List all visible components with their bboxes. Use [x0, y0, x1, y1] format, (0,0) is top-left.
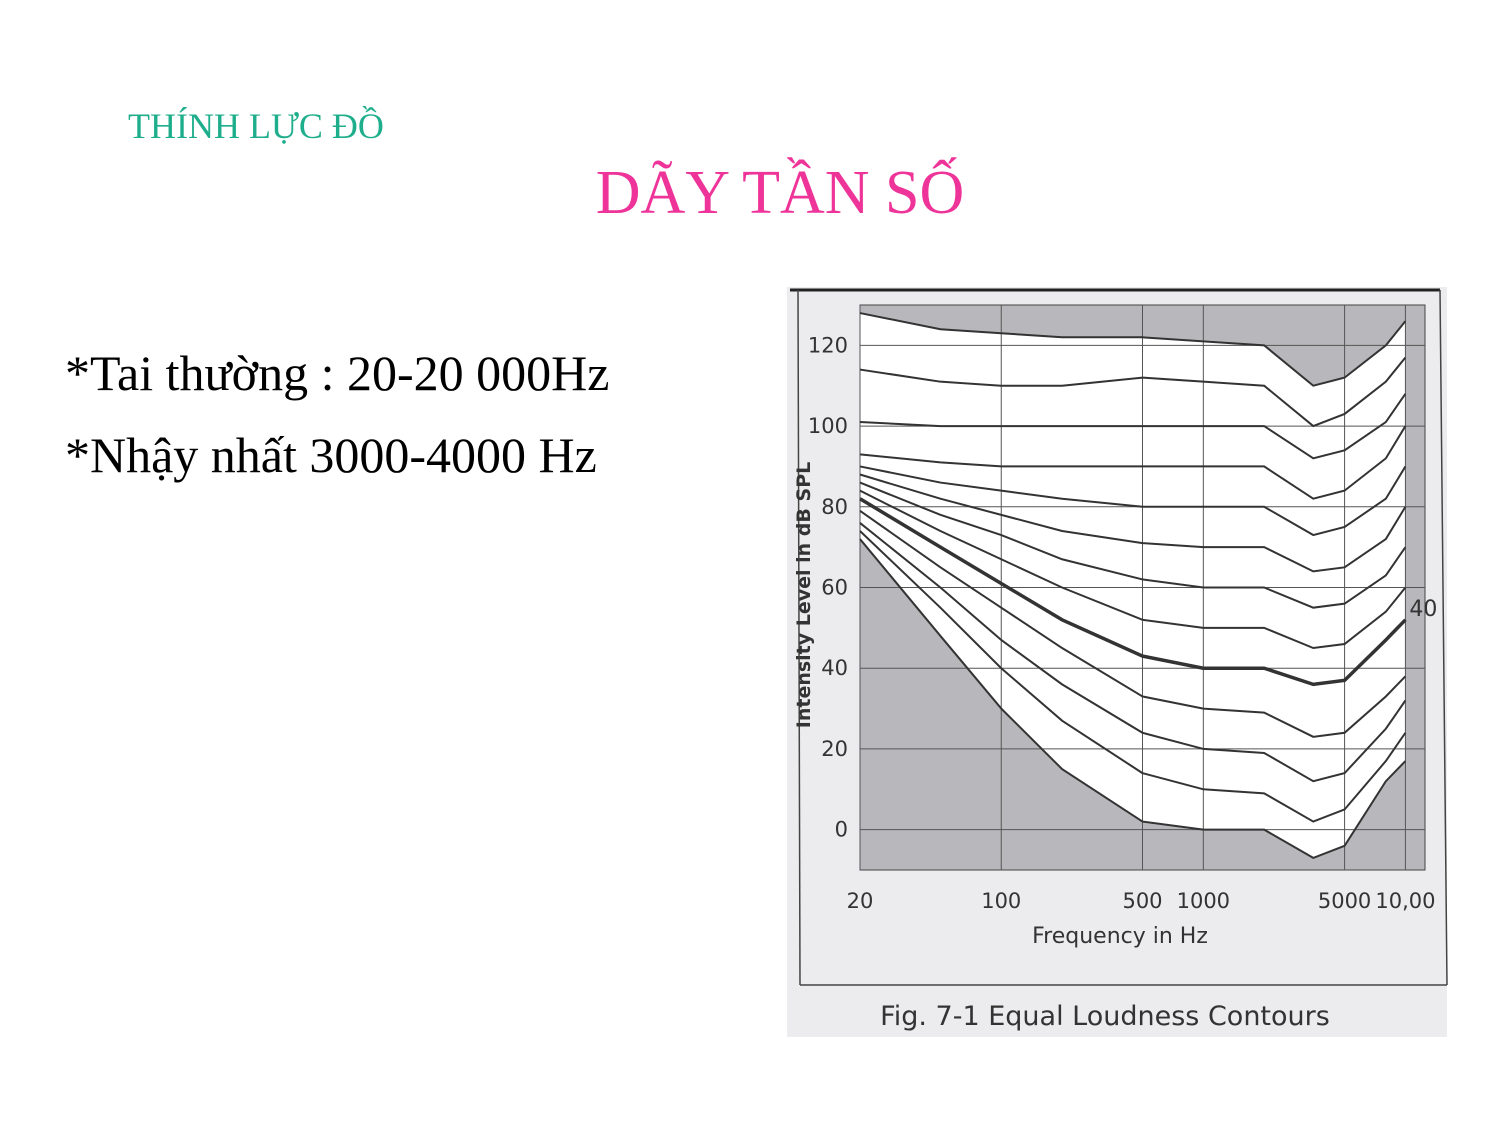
contour-line: [859, 530, 1407, 823]
contour-line: [859, 538, 1407, 859]
contour-line: [859, 510, 1407, 738]
audible-region: [860, 313, 1406, 858]
figure-border: [1439, 289, 1448, 986]
x-tick-label: 20: [847, 889, 874, 913]
figure-border: [797, 289, 801, 986]
x-axis-label: Frequency in Hz: [1032, 924, 1208, 949]
y-tick-label: 20: [821, 737, 848, 761]
y-tick-label: 120: [808, 333, 848, 357]
contour-line: [859, 425, 1407, 500]
x-tick-label: 100: [981, 889, 1021, 913]
slide-subtitle: THÍNH LỰC ĐỒ: [128, 105, 384, 146]
y-tick-label: 100: [808, 414, 848, 438]
slide-title: DÃY TẦN SỐ: [596, 158, 965, 227]
contour-line: [859, 393, 1407, 460]
y-axis-label: Intensity Level in dB SPL: [793, 462, 815, 728]
x-tick-label: 5000: [1318, 889, 1371, 913]
y-tick-label: 40: [821, 656, 848, 680]
bullet: *Tai thường : 20-20 000Hz: [65, 345, 609, 401]
y-tick-label: 60: [821, 576, 848, 600]
y-tick-label: 80: [821, 495, 848, 519]
contour-line: [859, 473, 1407, 573]
x-tick-label: 500: [1122, 889, 1162, 913]
contour-line: [859, 497, 1407, 687]
contour-line: [859, 522, 1407, 783]
contour-line: [859, 312, 1407, 387]
x-tick-label: 10,00: [1375, 889, 1435, 913]
figure-caption: Fig. 7-1 Equal Loudness Contours: [880, 1001, 1330, 1032]
contour-line: [859, 481, 1407, 609]
contour-line: [859, 489, 1407, 650]
bullet: *Nhậy nhất 3000-4000 Hz: [65, 427, 597, 483]
x-tick-label: 1000: [1177, 889, 1230, 913]
contour-label: 40: [1409, 597, 1437, 622]
y-tick-label: 0: [835, 818, 848, 842]
contour-line: [859, 465, 1407, 537]
contour-line: [859, 356, 1407, 428]
